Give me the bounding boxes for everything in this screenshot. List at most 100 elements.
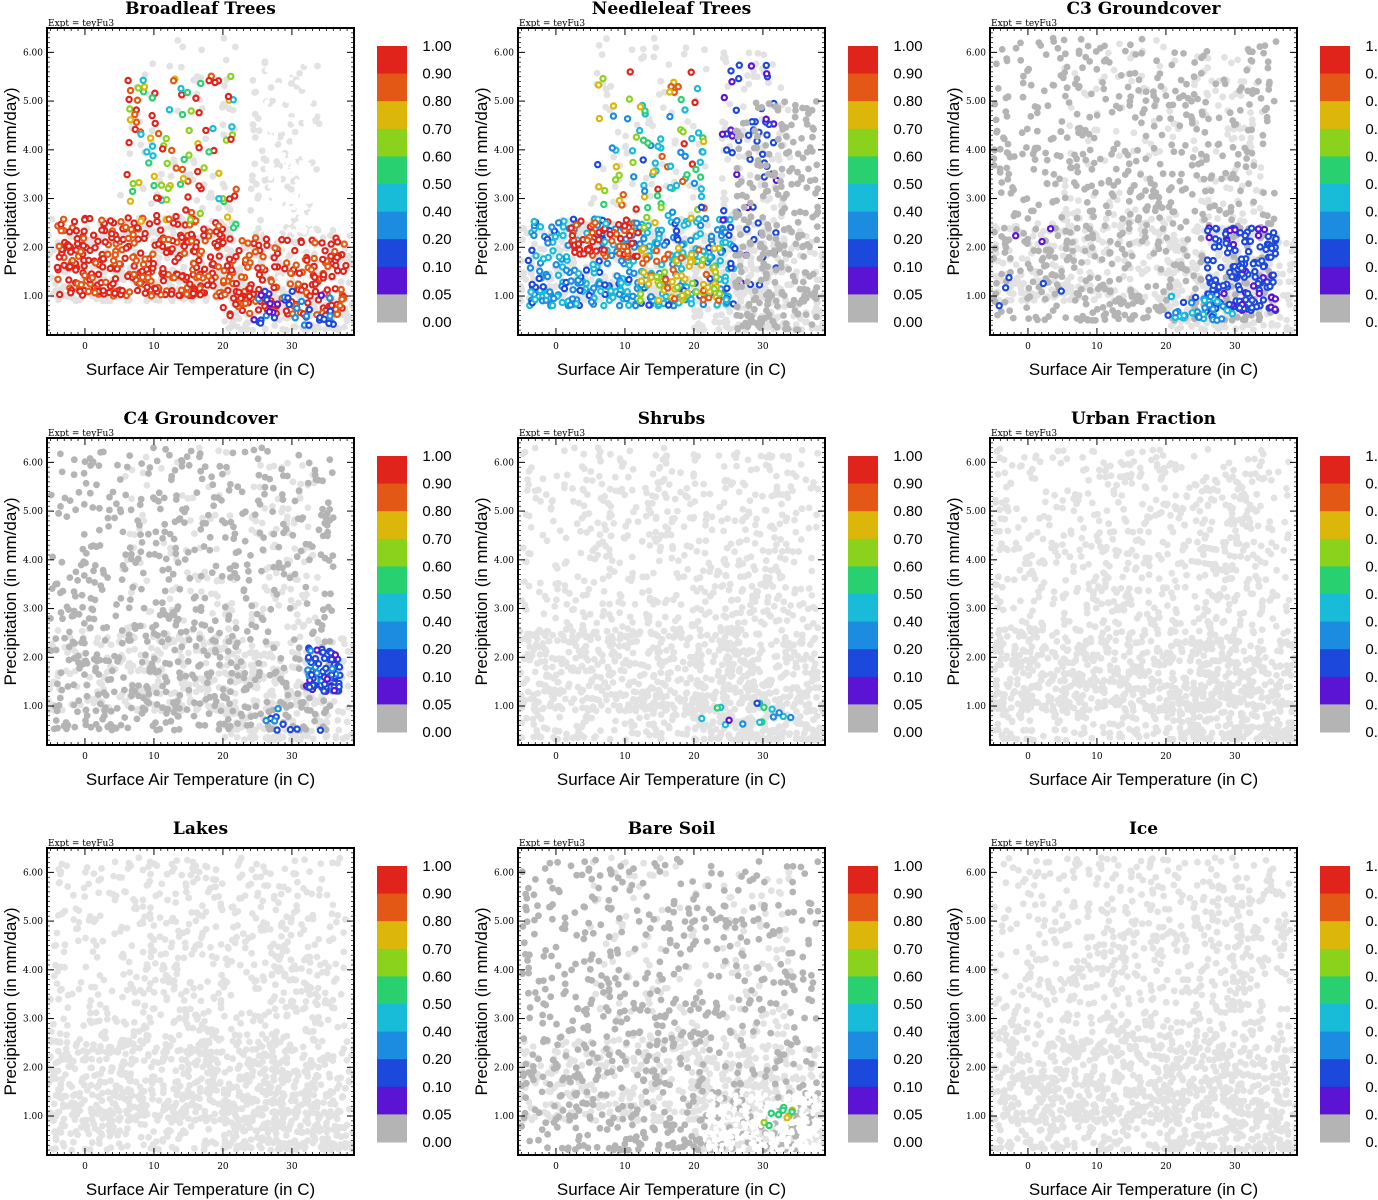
bg-point	[221, 317, 229, 325]
data-point	[195, 182, 203, 190]
data-point	[623, 288, 632, 296]
data-point	[651, 159, 660, 167]
data-point	[281, 265, 289, 273]
bg-point	[177, 63, 185, 71]
data-point	[56, 290, 64, 299]
bg-point	[310, 300, 318, 308]
data-point	[318, 239, 326, 247]
data-point	[735, 276, 743, 284]
data-point	[760, 260, 768, 267]
data-point	[548, 223, 556, 231]
data-point	[1000, 224, 1008, 232]
data-point	[157, 181, 166, 189]
data-point	[1057, 152, 1064, 160]
data-point	[1077, 35, 1085, 43]
data-point	[631, 301, 640, 310]
data-point	[782, 325, 789, 333]
data-point	[1156, 214, 1163, 222]
data-point	[154, 240, 163, 248]
data-point	[568, 295, 577, 303]
bg-point	[1138, 270, 1146, 278]
colorbar-segment	[848, 294, 878, 323]
data-point	[994, 311, 1001, 319]
data-point	[195, 272, 203, 281]
data-point	[600, 246, 608, 254]
data-point	[267, 74, 274, 80]
bg-point	[595, 42, 603, 49]
bg-point	[1080, 89, 1088, 97]
data-point	[245, 251, 253, 259]
bg-point	[603, 91, 611, 99]
data-point	[789, 138, 797, 146]
data-point	[150, 172, 158, 180]
data-point	[262, 171, 268, 177]
data-point	[281, 251, 287, 258]
data-point	[688, 134, 696, 143]
bg-point	[251, 110, 259, 118]
bg-point	[1169, 133, 1177, 141]
data-point	[666, 162, 675, 170]
data-point	[298, 219, 304, 226]
data-point	[1060, 36, 1068, 44]
x-tick-label: 0	[553, 342, 559, 352]
data-point	[727, 259, 735, 268]
data-point	[1062, 50, 1069, 58]
bg-point	[1074, 197, 1082, 204]
data-point	[792, 240, 800, 248]
data-point	[1264, 58, 1272, 66]
data-point	[159, 265, 167, 273]
data-point	[118, 286, 126, 295]
data-point	[1166, 282, 1173, 289]
data-point	[812, 189, 819, 197]
data-point	[270, 254, 278, 262]
data-point	[694, 129, 703, 137]
data-point	[229, 223, 238, 232]
data-point	[750, 296, 758, 304]
data-point	[1135, 214, 1143, 221]
data-point	[251, 247, 260, 256]
data-point	[813, 223, 821, 231]
data-point	[657, 135, 665, 143]
data-point	[544, 239, 552, 247]
colorbar-segment	[377, 211, 407, 240]
data-point	[629, 158, 637, 167]
bg-point	[1212, 87, 1219, 95]
data-point	[738, 178, 745, 185]
data-point	[273, 300, 282, 308]
bg-point	[1064, 277, 1072, 284]
data-point	[780, 312, 787, 319]
data-point	[594, 81, 603, 89]
bg-point	[999, 259, 1007, 267]
data-point	[992, 116, 1000, 124]
data-point	[1215, 114, 1223, 122]
data-point	[630, 173, 638, 181]
data-point	[277, 123, 283, 129]
data-point	[309, 78, 315, 84]
data-point	[98, 263, 107, 271]
data-point	[723, 284, 731, 292]
bg-point	[290, 323, 298, 331]
data-point	[101, 238, 110, 246]
bg-point	[722, 58, 730, 66]
data-point	[256, 319, 265, 327]
data-point	[1201, 128, 1209, 136]
data-point	[754, 133, 761, 140]
data-point	[192, 94, 200, 102]
data-point	[799, 278, 807, 286]
data-point	[297, 238, 306, 247]
data-point	[73, 234, 82, 243]
data-point	[1099, 79, 1106, 86]
data-point	[660, 241, 669, 249]
data-point	[1041, 168, 1049, 176]
bg-point	[143, 297, 151, 305]
data-point	[1091, 252, 1099, 260]
data-point	[778, 165, 786, 173]
data-point	[771, 278, 779, 286]
data-point	[333, 253, 341, 262]
data-point	[1198, 252, 1206, 260]
data-point	[179, 174, 188, 183]
bg-point	[327, 232, 334, 240]
data-point	[261, 190, 268, 196]
data-point	[757, 162, 764, 170]
data-point	[769, 138, 778, 147]
